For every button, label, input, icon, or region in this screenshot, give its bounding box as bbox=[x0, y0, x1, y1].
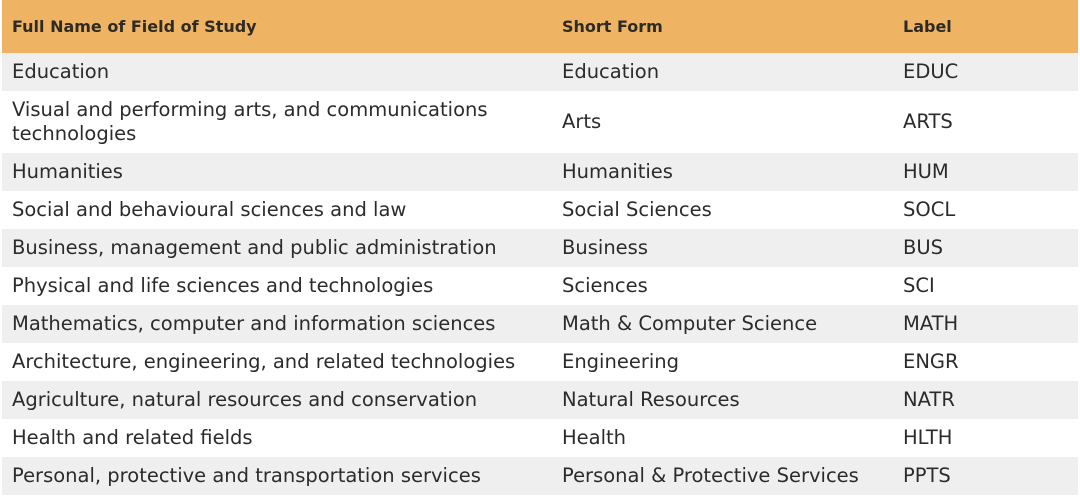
table-row: Agriculture, natural resources and conse… bbox=[2, 381, 1078, 419]
short-form-cell: Humanities bbox=[562, 160, 673, 183]
label-cell: PPTS bbox=[903, 464, 951, 487]
full-name-cell: Agriculture, natural resources and conse… bbox=[12, 388, 478, 411]
full-name-cell: Social and behavioural sciences and law bbox=[12, 198, 407, 221]
table-row: Health and related fields Health HLTH bbox=[2, 419, 1078, 457]
short-form-cell: Education bbox=[562, 60, 660, 83]
full-name-cell: Education bbox=[12, 60, 110, 83]
column-header-label: Label bbox=[903, 17, 952, 36]
column-header-short-form: Short Form bbox=[562, 17, 663, 36]
label-cell: SOCL bbox=[903, 198, 956, 221]
short-form-cell: Engineering bbox=[562, 350, 679, 373]
label-cell: HUM bbox=[903, 160, 949, 183]
short-form-cell: Sciences bbox=[562, 274, 648, 297]
label-cell: EDUC bbox=[903, 60, 959, 83]
full-name-cell: Health and related fields bbox=[12, 426, 253, 449]
column-header-full-name: Full Name of Field of Study bbox=[12, 17, 257, 36]
table-body: Education Education EDUC Visual and perf… bbox=[2, 53, 1078, 495]
table-row: Visual and performing arts, and communic… bbox=[2, 91, 1078, 153]
full-name-cell: Business, management and public administ… bbox=[12, 236, 497, 259]
table-header: Full Name of Field of Study Short Form L… bbox=[2, 0, 1078, 53]
table-row: Architecture, engineering, and related t… bbox=[2, 343, 1078, 381]
full-name-cell: Mathematics, computer and information sc… bbox=[12, 312, 496, 335]
table-row: Humanities Humanities HUM bbox=[2, 153, 1078, 191]
short-form-cell: Health bbox=[562, 426, 627, 449]
full-name-cell: Personal, protective and transportation … bbox=[12, 464, 481, 487]
short-form-cell: Personal & Protective Services bbox=[562, 464, 859, 487]
header-row: Full Name of Field of Study Short Form L… bbox=[2, 0, 1078, 53]
table-row: Physical and life sciences and technolog… bbox=[2, 267, 1078, 305]
short-form-cell: Arts bbox=[562, 110, 602, 133]
short-form-cell: Math & Computer Science bbox=[562, 312, 818, 335]
label-cell: HLTH bbox=[903, 426, 953, 449]
short-form-cell: Social Sciences bbox=[562, 198, 712, 221]
table-row: Social and behavioural sciences and law … bbox=[2, 191, 1078, 229]
label-cell: ARTS bbox=[903, 110, 953, 133]
full-name-cell: Architecture, engineering, and related t… bbox=[12, 350, 516, 373]
table-row: Personal, protective and transportation … bbox=[2, 457, 1078, 495]
label-cell: BUS bbox=[903, 236, 944, 259]
label-cell: SCI bbox=[903, 274, 935, 297]
table-row: Business, management and public administ… bbox=[2, 229, 1078, 267]
full-name-cell: Physical and life sciences and technolog… bbox=[12, 274, 434, 297]
label-cell: ENGR bbox=[903, 350, 959, 373]
full-name-cell: Visual and performing arts, and communic… bbox=[12, 98, 488, 145]
label-cell: MATH bbox=[903, 312, 959, 335]
table-row: Mathematics, computer and information sc… bbox=[2, 305, 1078, 343]
label-cell: NATR bbox=[903, 388, 955, 411]
table-row: Education Education EDUC bbox=[2, 53, 1078, 91]
short-form-cell: Natural Resources bbox=[562, 388, 740, 411]
short-form-cell: Business bbox=[562, 236, 648, 259]
full-name-cell: Humanities bbox=[12, 160, 123, 183]
